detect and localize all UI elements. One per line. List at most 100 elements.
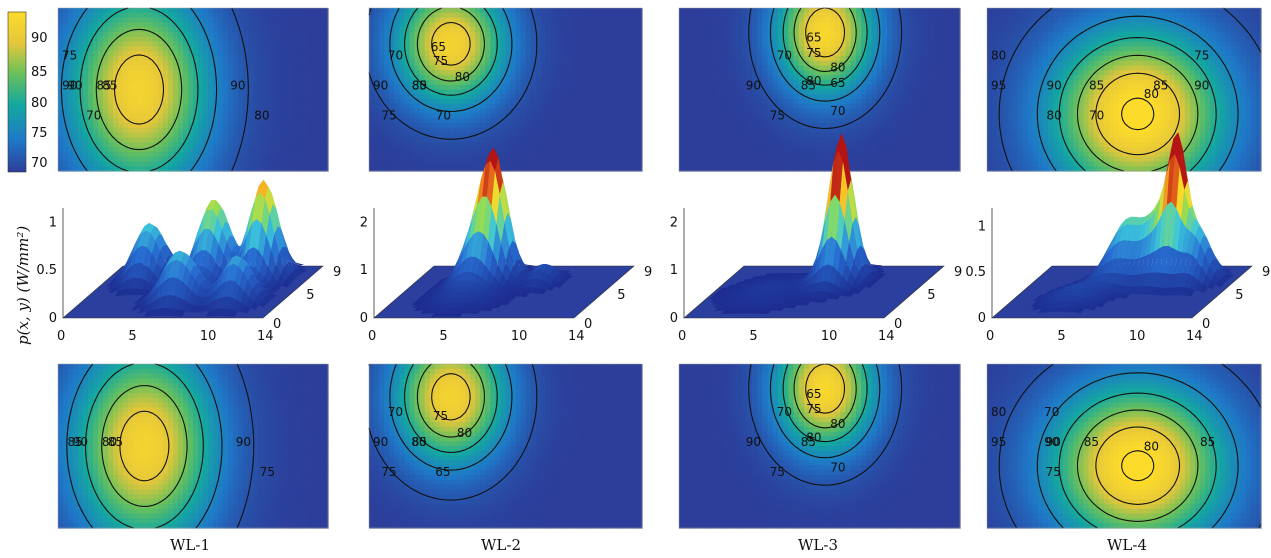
heatmap-cell — [198, 70, 204, 76]
heatmap-cell — [103, 94, 109, 100]
heatmap-cell — [449, 55, 456, 62]
heatmap-cell — [551, 46, 557, 52]
heatmap-cell — [308, 450, 314, 457]
heatmap-cell — [178, 46, 184, 52]
heatmap-cell — [143, 137, 149, 143]
surface-facet — [212, 261, 221, 278]
heatmap-cell — [228, 89, 234, 95]
heatmap-cell — [98, 455, 104, 462]
heatmap-cell — [283, 373, 289, 380]
heatmap-cell — [434, 8, 441, 14]
heatmap-cell — [243, 65, 249, 71]
heatmap-cell — [298, 46, 304, 52]
heatmap-cell — [273, 31, 279, 38]
heatmap-cell — [193, 470, 199, 476]
heatmap-cell — [636, 17, 643, 23]
heatmap-cell — [490, 12, 496, 19]
heatmap-cell — [88, 460, 94, 466]
heatmap-cell — [308, 368, 314, 375]
heatmap-cell — [369, 55, 375, 62]
heatmap-cell — [188, 407, 194, 413]
heatmap-cell — [113, 84, 119, 91]
colorbar-tick: 70 — [31, 156, 48, 171]
heatmap-cell — [158, 373, 164, 380]
heatmap-cell — [233, 431, 239, 437]
heatmap-cell — [133, 450, 139, 457]
heatmap-cell — [58, 388, 64, 394]
heatmap-cell — [238, 151, 244, 158]
heatmap-cell — [394, 8, 400, 14]
heatmap-cell — [128, 368, 134, 375]
heatmap-cell — [78, 470, 84, 476]
heatmap-cell — [449, 8, 456, 14]
heatmap-cell — [313, 407, 319, 413]
heatmap-cell — [158, 94, 164, 100]
heatmap-cell — [128, 421, 134, 428]
heatmap-cell — [263, 142, 269, 148]
heatmap-cell — [293, 455, 299, 462]
heatmap-cell — [258, 84, 264, 91]
heatmap-cell — [98, 99, 104, 105]
heatmap-cell — [273, 84, 279, 91]
heatmap-cell — [138, 75, 144, 81]
heatmap-cell — [108, 499, 114, 505]
surface-facet — [239, 272, 248, 292]
heatmap-cell — [228, 446, 234, 452]
heatmap-cell — [288, 421, 294, 428]
heatmap-cell — [108, 166, 114, 172]
heatmap-cell — [153, 518, 159, 524]
heatmap-cell — [153, 383, 159, 389]
heatmap-cell — [303, 142, 309, 148]
heatmap-cell — [233, 417, 239, 423]
heatmap-cell — [93, 103, 99, 110]
heatmap-cell — [68, 142, 74, 148]
heatmap-cell — [113, 474, 119, 481]
heatmap-cell — [273, 8, 279, 14]
heatmap-cell — [551, 27, 557, 33]
heatmap-cell — [228, 70, 234, 76]
heatmap-cell — [158, 84, 164, 91]
heatmap-cell — [58, 494, 64, 500]
heatmap-cell — [178, 12, 184, 19]
heatmap-cell — [293, 132, 299, 139]
heatmap-cell — [228, 127, 234, 134]
heatmap-cell — [128, 518, 134, 524]
heatmap-cell — [78, 12, 84, 19]
heatmap-cell — [283, 426, 289, 433]
heatmap-cell — [88, 94, 94, 100]
heatmap-cell — [535, 27, 542, 33]
heatmap-cell — [123, 27, 129, 33]
heatmap-cell — [303, 503, 309, 510]
heatmap-cell — [113, 94, 119, 100]
heatmap-cell — [163, 156, 169, 163]
heatmap-cell — [470, 8, 476, 14]
heatmap-cell — [123, 132, 129, 139]
heatmap-cell — [63, 392, 69, 399]
heatmap-cell — [68, 436, 74, 442]
heatmap-cell — [470, 17, 476, 23]
heatmap-cell — [198, 494, 204, 500]
heatmap-cell — [233, 166, 239, 172]
heatmap-cell — [581, 22, 587, 28]
heatmap-cell — [188, 378, 194, 384]
heatmap-cell — [248, 79, 254, 86]
heatmap-cell — [103, 113, 109, 119]
surface-facet — [253, 219, 262, 251]
heatmap-cell — [409, 27, 416, 33]
heatmap-cell — [188, 84, 194, 91]
surface-facet — [295, 262, 304, 266]
heatmap-cell — [308, 75, 314, 81]
heatmap-cell — [83, 474, 89, 481]
heatmap-cell — [475, 31, 481, 38]
heatmap-cell — [470, 31, 476, 38]
heatmap-cell — [303, 27, 309, 33]
heatmap-cell — [168, 94, 174, 100]
heatmap-cell — [73, 407, 79, 413]
heatmap-cell — [535, 8, 542, 14]
heatmap-cell — [58, 373, 64, 380]
heatmap-cell — [228, 436, 234, 442]
heatmap-cell — [253, 123, 259, 129]
heatmap-cell — [173, 417, 179, 423]
heatmap-cell — [278, 431, 284, 437]
heatmap-cell — [168, 383, 174, 389]
